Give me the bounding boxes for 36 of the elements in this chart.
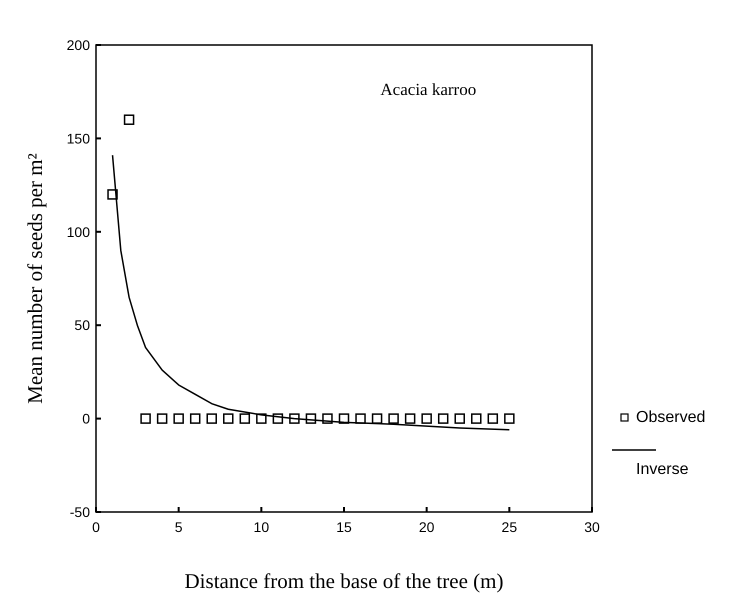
text: Inverse xyxy=(636,461,689,478)
point xyxy=(190,413,200,424)
point xyxy=(206,413,217,424)
point xyxy=(471,413,482,424)
point xyxy=(438,413,448,424)
point xyxy=(372,413,382,424)
point xyxy=(404,413,416,424)
point xyxy=(421,413,432,424)
y-tick-label: 150 xyxy=(66,130,90,146)
x-tick-label: 15 xyxy=(336,519,352,535)
y-tick-label: 200 xyxy=(66,37,90,53)
point xyxy=(504,413,515,424)
legend-label: Observed xyxy=(636,409,706,426)
x-tick-label: 30 xyxy=(584,519,600,535)
y-tick-label: 100 xyxy=(66,224,90,240)
y-axis-title: Mean number of seeds per m² xyxy=(23,153,47,404)
x-tick-label: 5 xyxy=(174,519,183,535)
x-tick-label: 20 xyxy=(418,519,435,535)
point xyxy=(240,413,250,424)
line-series xyxy=(112,154,510,431)
point xyxy=(156,413,168,424)
x-tick-label: 25 xyxy=(502,519,518,535)
annotation: Acacia karroo xyxy=(380,80,476,99)
point xyxy=(173,413,184,424)
y-tick-label: 0 xyxy=(82,410,90,427)
y-tick-label: 50 xyxy=(74,317,90,334)
x-tick-label: 10 xyxy=(254,519,270,535)
point xyxy=(388,413,399,424)
point xyxy=(140,413,151,424)
x-tick-label: 0 xyxy=(92,519,100,535)
point xyxy=(454,413,465,424)
point xyxy=(223,413,234,424)
point xyxy=(488,413,498,424)
x-axis-title: Distance from the base of the tree (m) xyxy=(184,569,504,593)
point xyxy=(124,114,134,125)
y-tick-label: -50 xyxy=(70,504,90,520)
